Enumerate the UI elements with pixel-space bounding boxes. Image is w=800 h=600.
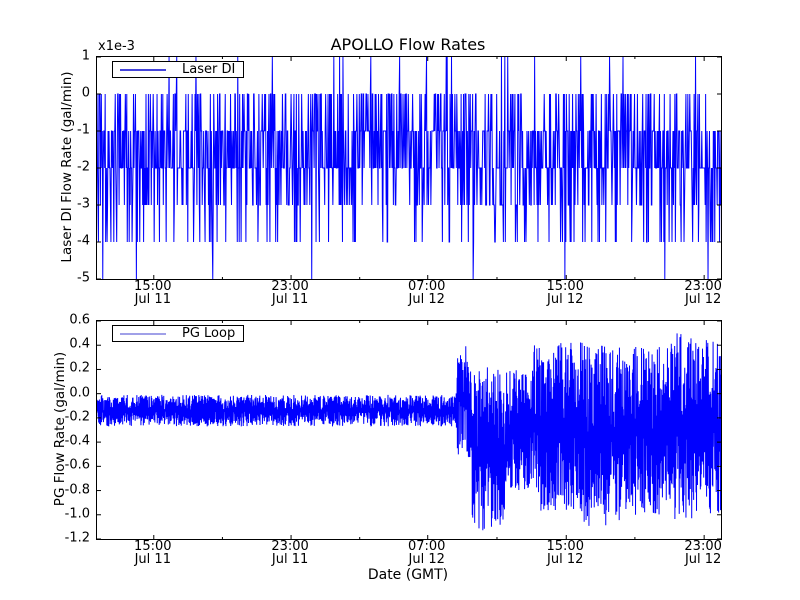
x-tick-label-time: 15:00 bbox=[134, 279, 172, 294]
y-tick-label: 0 bbox=[81, 85, 90, 101]
y-tick-label: -0.2 bbox=[64, 409, 90, 425]
y-tick-label: -1.2 bbox=[64, 530, 90, 546]
legend-line-sample-icon bbox=[120, 68, 166, 71]
y-tick-label: -3 bbox=[77, 196, 90, 212]
y-tick-label: 0.4 bbox=[69, 336, 90, 352]
x-tick-label-date: Jul 12 bbox=[408, 292, 445, 307]
top-plot-area: Laser DI bbox=[96, 56, 722, 280]
legend-pg-loop: PG Loop bbox=[112, 325, 245, 342]
legend-label: Laser DI bbox=[182, 62, 236, 77]
legend-line-sample-icon bbox=[120, 332, 166, 335]
y-tick-label: 0.6 bbox=[69, 312, 90, 328]
laser-di-line-plot bbox=[97, 57, 721, 279]
x-tick-label-time: 15:00 bbox=[546, 539, 584, 554]
x-tick-label-time: 15:00 bbox=[134, 539, 172, 554]
y-tick-label: -1 bbox=[77, 122, 90, 138]
legend-label: PG Loop bbox=[182, 326, 236, 341]
x-tick-label-date: Jul 11 bbox=[134, 552, 171, 567]
x-tick-label-date: Jul 11 bbox=[271, 552, 309, 567]
x-tick-label-time: 15:00 bbox=[546, 279, 584, 294]
x-axis-label: Date (GMT) bbox=[367, 567, 449, 583]
x-tick-label-date: Jul 12 bbox=[684, 292, 722, 307]
x-tick-label-time: 23:00 bbox=[684, 539, 722, 554]
data-series-line bbox=[97, 57, 721, 279]
y-tick-label: -2 bbox=[77, 159, 90, 175]
chart-title: APOLLO Flow Rates bbox=[330, 35, 486, 54]
x-tick-label-date: Jul 12 bbox=[408, 552, 445, 567]
legend-laser-di: Laser DI bbox=[112, 61, 245, 78]
y-tick-label: -0.8 bbox=[64, 482, 90, 498]
y-tick-label: 0.2 bbox=[69, 360, 90, 376]
bottom-plot-area: PG Loop bbox=[96, 320, 722, 540]
x-tick-label-time: 23:00 bbox=[271, 279, 309, 294]
x-tick-label-date: Jul 12 bbox=[547, 292, 584, 307]
y-tick-label: -0.6 bbox=[64, 457, 90, 473]
x-tick-label-date: Jul 12 bbox=[547, 552, 584, 567]
x-tick-label-time: 07:00 bbox=[407, 539, 446, 554]
pg-loop-line-plot bbox=[97, 321, 721, 539]
x-tick-label-time: 07:00 bbox=[407, 279, 446, 294]
y-tick-label: -4 bbox=[77, 233, 90, 249]
x-tick-label-date: Jul 11 bbox=[134, 292, 171, 307]
data-series-line bbox=[97, 333, 721, 531]
y-tick-label: 0.0 bbox=[69, 385, 90, 401]
y-tick-label: 1 bbox=[81, 48, 90, 64]
x-tick-label-time: 23:00 bbox=[684, 279, 722, 294]
y-axis-scale-offset-label: x1e-3 bbox=[98, 39, 135, 54]
x-tick-label-date: Jul 11 bbox=[271, 292, 309, 307]
top-y-axis-label: Laser DI Flow Rate (gal/min) bbox=[59, 71, 75, 263]
y-tick-label: -1.0 bbox=[64, 506, 90, 522]
x-tick-label-time: 23:00 bbox=[271, 539, 309, 554]
x-tick-label-date: Jul 12 bbox=[684, 552, 722, 567]
y-tick-label: -5 bbox=[77, 270, 90, 286]
y-tick-label: -0.4 bbox=[64, 433, 90, 449]
